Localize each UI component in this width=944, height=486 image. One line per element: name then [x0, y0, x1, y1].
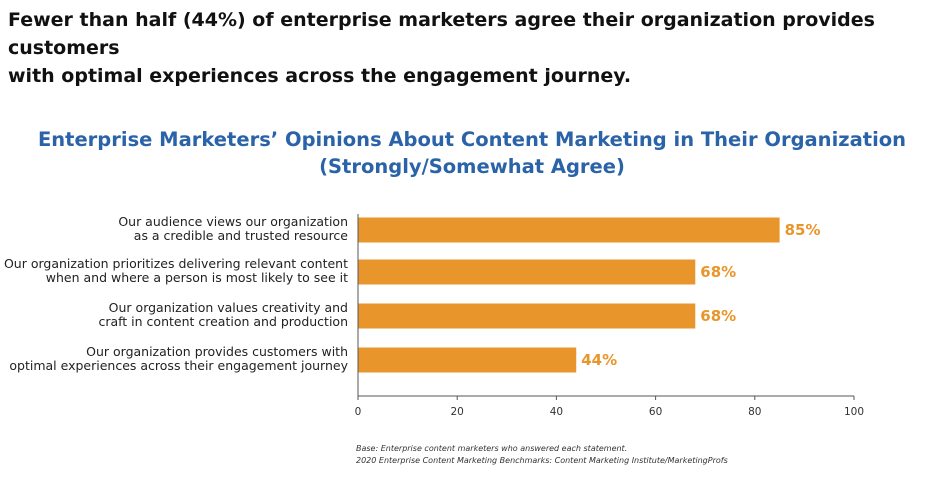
x-tick-label-5: 100: [844, 406, 864, 418]
value-label-1: 68%: [700, 263, 736, 281]
category-label-0-line-0: Our audience views our organization: [118, 214, 348, 229]
x-tick-label-2: 40: [550, 406, 563, 418]
chart-subtitle: (Strongly/Somewhat Agree): [319, 155, 625, 178]
value-label-3: 44%: [581, 351, 617, 369]
chart-title-main: Enterprise Marketers’ Opinions About Con…: [37, 128, 907, 151]
source-citation: 2020 Enterprise Content Marketing Benchm…: [356, 456, 728, 465]
source-note: Base: Enterprise content marketers who a…: [356, 443, 728, 467]
x-tick-label-1: 20: [451, 406, 464, 418]
category-label-3-line-1: optimal experiences across their engagem…: [9, 358, 348, 373]
source-base: Base: Enterprise content marketers who a…: [356, 444, 628, 453]
value-label-0: 85%: [785, 221, 821, 239]
category-label-2-line-0: Our organization values creativity and: [109, 300, 348, 315]
x-tick-label-3: 60: [649, 406, 662, 418]
value-label-2: 68%: [700, 307, 736, 325]
headline-line-1: Fewer than half (44%) of enterprise mark…: [8, 9, 875, 59]
bar-2: [358, 303, 696, 329]
bar-1: [358, 259, 696, 285]
bar-3: [358, 347, 577, 373]
headline: Fewer than half (44%) of enterprise mark…: [8, 6, 938, 90]
x-tick-label-4: 80: [748, 406, 761, 418]
category-label-1-line-1: when and where a person is most likely t…: [46, 270, 348, 285]
category-label-3-line-0: Our organization provides customers with: [86, 344, 348, 359]
category-label-0-line-1: as a credible and trusted resource: [134, 228, 349, 243]
bar-0: [358, 217, 780, 243]
category-label-1-line-0: Our organization prioritizes delivering …: [4, 256, 348, 271]
chart-title: Enterprise Marketers’ Opinions About Con…: [0, 126, 944, 180]
headline-line-2: with optimal experiences across the enga…: [8, 65, 632, 87]
x-tick-label-0: 0: [355, 406, 362, 418]
category-label-2-line-1: craft in content creation and production: [98, 314, 348, 329]
